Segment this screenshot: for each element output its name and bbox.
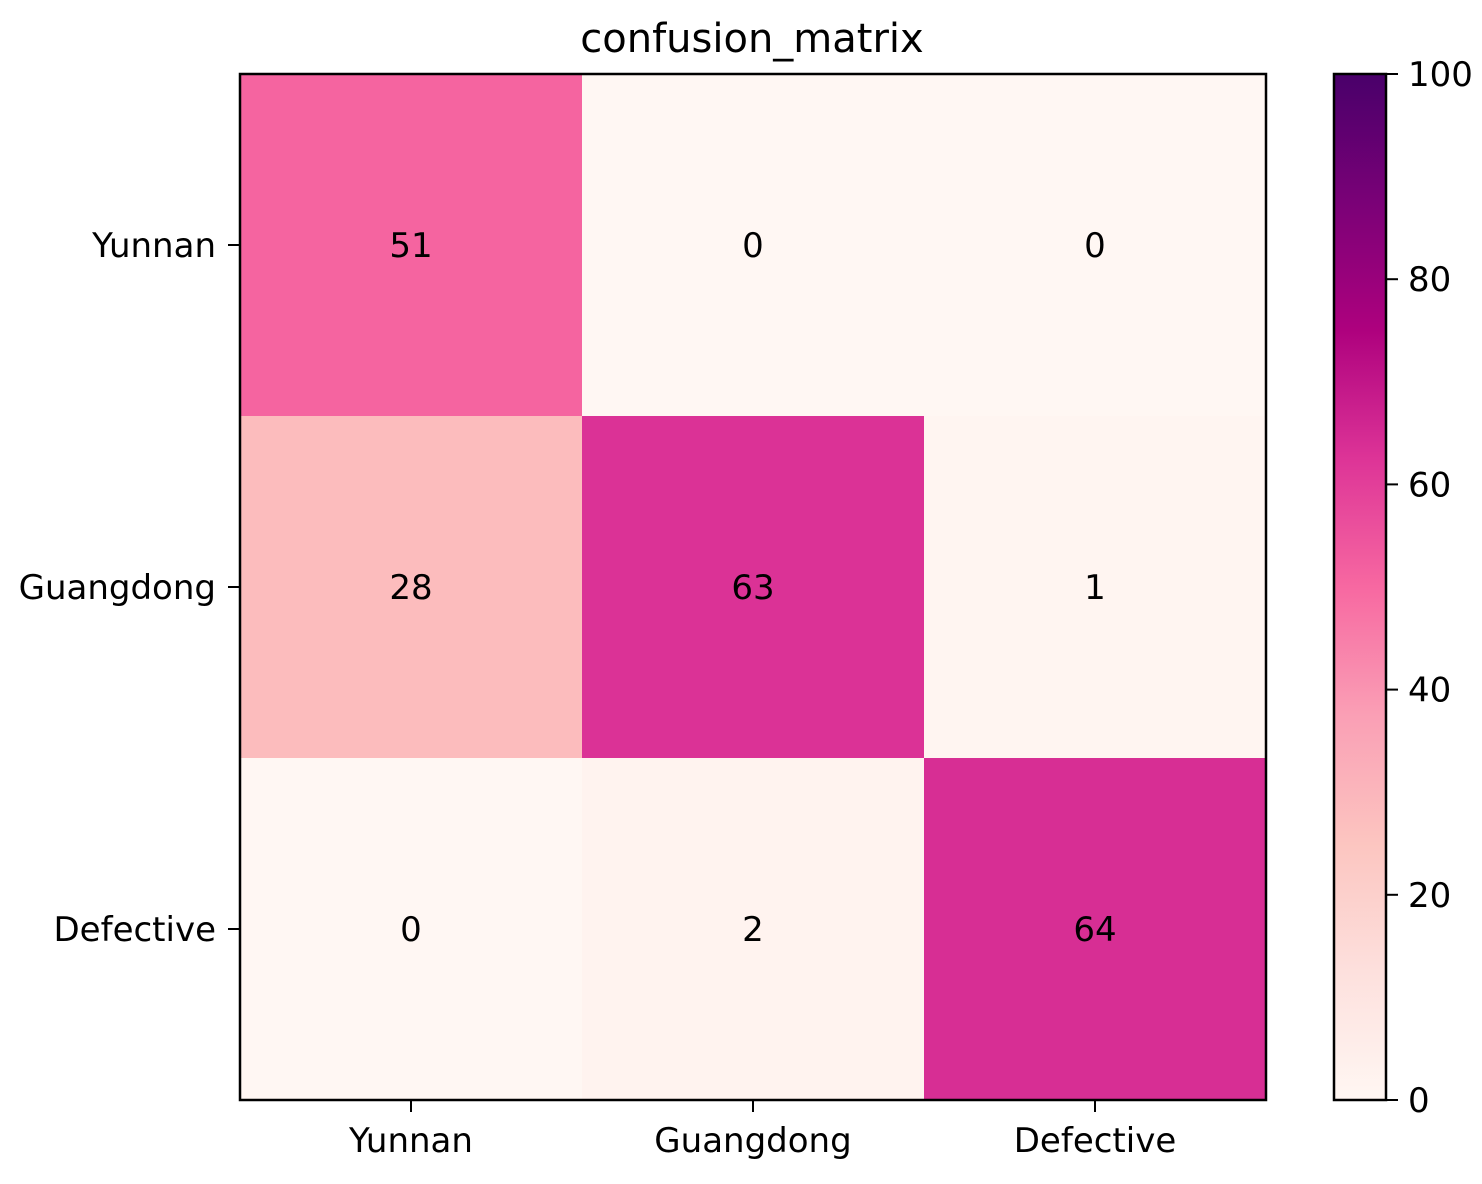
cell-value-label: 1 — [1084, 568, 1106, 608]
y-tick-label: Defective — [54, 910, 217, 950]
x-tick-label: Guangdong — [654, 1121, 851, 1161]
heatmap-cells: 51 0 0 28 63 1 0 2 64 — [240, 74, 1267, 1101]
cell-value-label: 51 — [389, 226, 432, 266]
colorbar-tick-label: 100 — [1408, 55, 1473, 95]
heatmap-cell — [924, 74, 1267, 417]
heatmap-cell — [924, 416, 1267, 759]
cell-value-label: 2 — [742, 910, 764, 950]
cell-value-label: 0 — [742, 226, 764, 266]
colorbar: 0 20 40 60 80 100 — [1332, 55, 1473, 1121]
heatmap-cell — [582, 416, 925, 759]
cell-value-label: 64 — [1073, 910, 1116, 950]
heatmap-cell — [924, 758, 1267, 1101]
x-tick-label: Yunnan — [348, 1121, 473, 1161]
x-tick-label: Defective — [1014, 1121, 1177, 1161]
heatmap-cell — [240, 416, 583, 759]
y-axis-ticks: Yunnan Guangdong Defective — [19, 226, 240, 950]
colorbar-gradient — [1332, 72, 1388, 1102]
cell-value-label: 0 — [1084, 226, 1106, 266]
heatmap-cell — [240, 758, 583, 1101]
y-tick-label: Guangdong — [19, 568, 216, 608]
x-axis-ticks: Yunnan Guangdong Defective — [348, 1100, 1176, 1161]
y-tick-label: Yunnan — [91, 226, 216, 266]
colorbar-tick-label: 0 — [1408, 1081, 1430, 1121]
cell-value-label: 0 — [400, 910, 422, 950]
cell-value-label: 28 — [389, 568, 432, 608]
colorbar-tick-label: 80 — [1408, 260, 1451, 300]
chart-title: confusion_matrix — [580, 16, 923, 62]
heatmap-cell — [240, 74, 583, 417]
cell-value-label: 63 — [731, 568, 774, 608]
colorbar-tick-label: 60 — [1408, 465, 1451, 505]
colorbar-tick-label: 20 — [1408, 876, 1451, 916]
colorbar-tick-label: 40 — [1408, 671, 1451, 711]
heatmap-cell — [582, 758, 925, 1101]
heatmap-cell — [582, 74, 925, 417]
